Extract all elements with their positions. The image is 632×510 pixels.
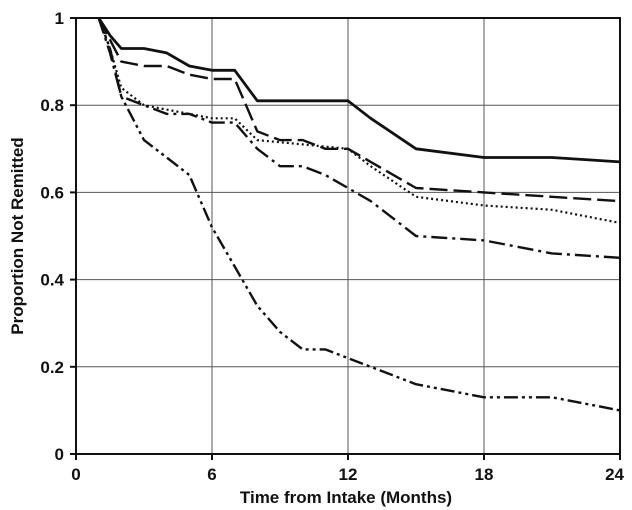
- x-tick-label: 18: [475, 465, 494, 484]
- x-axis-ticks: 0 6 12 18 24: [71, 454, 625, 484]
- series-layer: [97, 17, 621, 412]
- x-tick-label: 0: [71, 465, 80, 484]
- grid: [76, 18, 620, 454]
- x-tick-label: 24: [605, 465, 624, 484]
- y-tick-label: 0: [55, 445, 64, 464]
- x-tick-label: 12: [339, 465, 358, 484]
- x-tick-label: 6: [207, 465, 216, 484]
- y-tick-label: 1: [55, 9, 64, 28]
- y-tick-label: 0.8: [40, 96, 64, 115]
- y-axis-ticks: 0 0.2 0.4 0.6 0.8 1: [40, 9, 76, 464]
- series-line-4-dash-dot: [97, 17, 621, 259]
- x-axis-title: Time from Intake (Months): [240, 488, 452, 507]
- y-axis-title: Proportion Not Remitted: [8, 137, 27, 334]
- y-tick-label: 0.6: [40, 183, 64, 202]
- series-line-5-dash-dot-dot: [97, 17, 621, 412]
- y-tick-label: 0.2: [40, 358, 64, 377]
- series-line-1-solid: [97, 17, 621, 164]
- y-tick-label: 0.4: [40, 271, 64, 290]
